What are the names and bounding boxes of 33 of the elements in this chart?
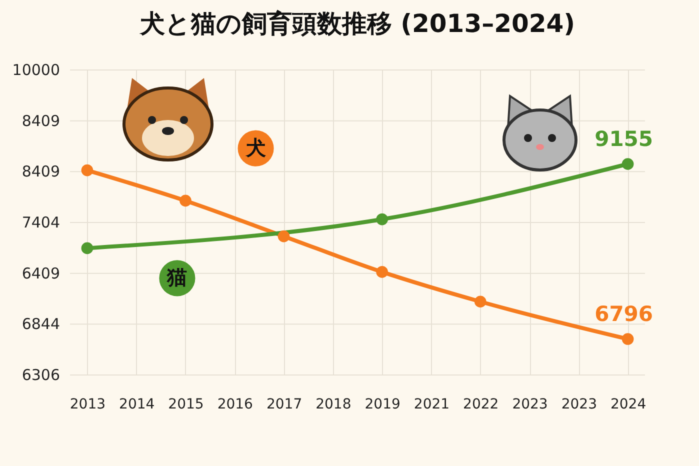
point (180, 194, 192, 207)
x-tick-label: 2018 (316, 396, 352, 412)
data-label: 9155 (594, 127, 654, 151)
series-label: 猫 (166, 265, 188, 290)
text: 7404 (22, 214, 60, 232)
point (622, 333, 634, 345)
data-label: 6796 (594, 302, 654, 326)
x-tick-label: 2017 (266, 396, 302, 412)
text: 6409 (22, 264, 60, 282)
text: 8409 (22, 162, 60, 181)
point (376, 213, 388, 226)
x-tick-label: 2024 (610, 396, 646, 412)
x-tick-label: 2023 (512, 396, 548, 412)
point (81, 242, 94, 254)
chart-title: 犬と猫の飼育頭数推移 (2013–2024) (138, 9, 576, 38)
x-tick-label: 2021 (414, 396, 450, 412)
point (622, 158, 634, 170)
text: 犬 (244, 135, 267, 160)
x-tick-label: 2014 (119, 396, 155, 412)
point (376, 266, 388, 278)
point (278, 230, 290, 242)
point (81, 164, 94, 176)
text: 6306 (22, 366, 60, 384)
text: 8409 (22, 112, 60, 130)
x-tick-label: 2019 (364, 396, 400, 412)
x-tick-label: 2016 (217, 396, 254, 412)
point (474, 296, 486, 308)
x-tick-label: 2022 (463, 396, 499, 412)
x-tick-label: 2015 (168, 396, 204, 412)
text: 6844 (22, 315, 60, 334)
text: 10000 (12, 61, 60, 79)
x-tick-label: 2023 (561, 396, 597, 412)
x-tick-label: 2013 (70, 396, 106, 412)
